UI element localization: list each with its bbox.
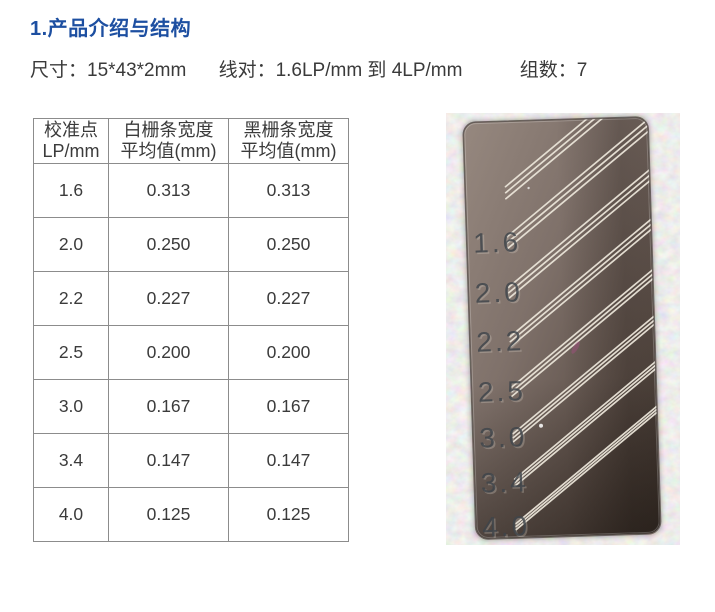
table-row: 2.5 0.200 0.200	[33, 325, 349, 380]
plate-inner-highlight	[464, 118, 660, 538]
table-header: 校准点 LP/mm 白栅条宽度 平均值(mm) 黑栅条宽度 平均值(mm)	[33, 118, 349, 164]
cell-white-width: 0.125	[108, 487, 229, 542]
plate-outline	[462, 116, 662, 540]
cell-lpmm: 3.4	[33, 433, 109, 488]
column-header-line: 校准点	[44, 120, 98, 140]
cell-lpmm: 3.0	[33, 379, 109, 434]
calibration-plate-image: 1.6 1.6 2.0 2.0 2.2 2.2 2.5 2.5 3.0 3.0 …	[446, 113, 680, 545]
line-pair-group-2.2	[509, 175, 661, 348]
cell-black-width: 0.227	[228, 271, 349, 326]
table-header-row: 校准点 LP/mm 白栅条宽度 平均值(mm) 黑栅条宽度 平均值(mm)	[33, 118, 349, 164]
table-row: 3.4 0.147 0.147	[33, 433, 349, 488]
plate-label: 1.6	[473, 226, 522, 258]
cell-lpmm: 2.0	[33, 217, 109, 272]
line-pair-group-1.6	[506, 117, 661, 250]
plate-label-highlight: 3.0	[480, 423, 529, 455]
calibration-table: 校准点 LP/mm 白栅条宽度 平均值(mm) 黑栅条宽度 平均值(mm) 1.…	[33, 118, 349, 542]
plate-label-highlight: 2.5	[479, 377, 528, 409]
table-row: 2.2 0.227 0.227	[33, 271, 349, 326]
column-header-line: 平均值(mm)	[240, 141, 337, 161]
plate-label-highlight: 2.0	[476, 278, 525, 310]
cell-white-width: 0.313	[108, 163, 229, 218]
line-pair-group-4.0	[515, 362, 661, 531]
plate-engraved-labels: 1.6 1.6 2.0 2.0 2.2 2.2 2.5 2.5 3.0 3.0 …	[473, 226, 532, 544]
cell-lpmm: 4.0	[33, 487, 109, 542]
plate-label-highlight: 3.4	[482, 468, 531, 500]
spec-linepairs: 线对：1.6LP/mm 到 4LP/mm	[218, 60, 463, 81]
table-row: 4.0 0.125 0.125	[33, 487, 349, 542]
column-header-line: LP/mm	[42, 141, 100, 161]
white-speck	[527, 186, 530, 190]
plate-label: 2.0	[474, 276, 523, 308]
cell-lpmm: 2.5	[33, 325, 109, 380]
product-photo: 1.6 1.6 2.0 2.0 2.2 2.2 2.5 2.5 3.0 3.0 …	[446, 113, 680, 545]
column-header-line: 白栅条宽度	[123, 120, 214, 140]
cell-black-width: 0.125	[228, 487, 349, 542]
plate-label: 3.0	[479, 421, 528, 453]
spec-size: 尺寸：15*43*2mm	[30, 60, 187, 81]
spec-line: 尺寸：15*43*2mm 线对：1.6LP/mm 到 4LP/mm 组数：7	[30, 55, 587, 82]
cell-lpmm: 1.6	[33, 163, 109, 218]
plate-label-highlight: 4.0	[483, 512, 532, 544]
line-pair-group-3.4	[513, 318, 661, 487]
white-speck	[539, 423, 544, 428]
table-body: 1.6 0.313 0.313 2.0 0.250 0.250 2.2 0.22…	[33, 163, 349, 542]
plate-label: 3.4	[480, 466, 529, 498]
pink-smudge	[571, 341, 580, 354]
cell-white-width: 0.227	[108, 271, 229, 326]
line-pair-group-3.0	[512, 272, 661, 443]
plate-label: 2.2	[476, 325, 525, 357]
column-header-line: 黑栅条宽度	[243, 120, 334, 140]
plate-label-highlight: 2.2	[477, 327, 526, 359]
cell-white-width: 0.147	[108, 433, 229, 488]
column-header-lpmm: 校准点 LP/mm	[33, 118, 109, 164]
plate-label: 2.5	[477, 375, 526, 407]
plate-label: 4.0	[482, 510, 531, 542]
cell-white-width: 0.200	[108, 325, 229, 380]
cell-black-width: 0.313	[228, 163, 349, 218]
calibration-plate: 1.6 1.6 2.0 2.0 2.2 2.2 2.5 2.5 3.0 3.0 …	[461, 115, 663, 544]
spec-groups: 组数：7	[519, 60, 588, 81]
page-title: 1.产品介绍与结构	[30, 18, 192, 40]
table-row: 3.0 0.167 0.167	[33, 379, 349, 434]
line-pair-group-2.0	[507, 126, 661, 300]
column-header-white-bar: 白栅条宽度 平均值(mm)	[108, 118, 229, 164]
line-pair-group-2.5	[510, 226, 661, 397]
plate-label-highlight: 1.6	[474, 228, 523, 260]
cell-black-width: 0.250	[228, 217, 349, 272]
column-header-black-bar: 黑栅条宽度 平均值(mm)	[228, 118, 349, 164]
cell-black-width: 0.147	[228, 433, 349, 488]
cell-black-width: 0.167	[228, 379, 349, 434]
table-row: 1.6 0.313 0.313	[33, 163, 349, 218]
column-header-line: 平均值(mm)	[120, 141, 217, 161]
table-row: 2.0 0.250 0.250	[33, 217, 349, 272]
cell-black-width: 0.200	[228, 325, 349, 380]
cell-white-width: 0.250	[108, 217, 229, 272]
cell-lpmm: 2.2	[33, 271, 109, 326]
cell-white-width: 0.167	[108, 379, 229, 434]
